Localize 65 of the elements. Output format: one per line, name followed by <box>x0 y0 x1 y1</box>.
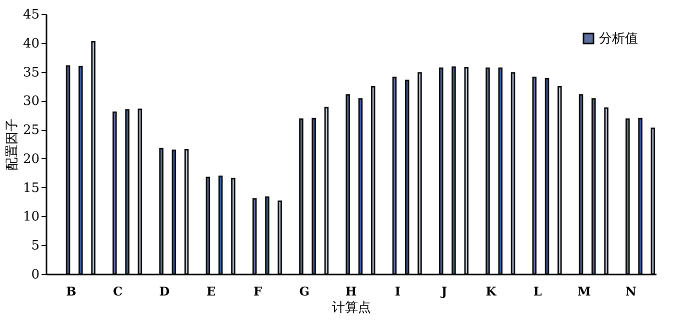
bar <box>218 176 223 275</box>
bar <box>206 176 210 275</box>
x-tick-label: C <box>113 284 123 298</box>
bar <box>464 66 469 275</box>
bar <box>138 108 142 275</box>
bar <box>510 72 516 275</box>
x-tick-label: H <box>345 284 357 298</box>
x-tick-label: I <box>394 284 401 298</box>
x-tick-label: F <box>253 284 262 298</box>
y-tick-label: 10 <box>22 210 40 225</box>
x-tick-label: J <box>440 284 448 298</box>
bar <box>265 196 270 275</box>
bar <box>558 86 562 275</box>
bar <box>112 111 117 275</box>
bar <box>299 118 304 275</box>
bar <box>404 80 410 275</box>
bar <box>358 98 363 275</box>
bar <box>78 66 83 275</box>
y-tick-label: 0 <box>31 268 40 282</box>
bar <box>438 68 444 275</box>
x-tick-label: N <box>625 284 636 298</box>
bar <box>66 65 70 275</box>
bar <box>604 107 608 275</box>
bar <box>278 200 282 275</box>
bar <box>650 128 656 275</box>
y-tick-label: 20 <box>22 152 40 167</box>
bar <box>486 68 490 275</box>
bar <box>91 40 96 275</box>
y-tick-label: 5 <box>31 238 40 254</box>
bar <box>626 118 630 275</box>
bar <box>418 72 422 275</box>
bar <box>592 98 596 275</box>
bar <box>172 150 176 275</box>
bar <box>392 76 397 275</box>
bar <box>312 118 316 275</box>
bar <box>638 118 642 275</box>
bar <box>159 148 164 275</box>
y-tick-label: 35 <box>22 65 40 80</box>
bar <box>370 86 376 275</box>
bar <box>346 94 350 275</box>
x-tick-label: G <box>299 284 310 298</box>
bar <box>231 178 236 275</box>
x-tick-label: D <box>159 284 170 298</box>
x-tick-label: E <box>206 284 216 298</box>
bar <box>252 198 257 275</box>
x-tick-label: B <box>66 284 76 298</box>
y-axis-title: 配置因子 <box>4 118 20 170</box>
x-tick-label: L <box>533 284 542 298</box>
x-tick-label: K <box>486 284 497 298</box>
y-tick-label: 30 <box>22 94 40 110</box>
x-axis-title: 计算点 <box>332 300 371 316</box>
bar <box>544 78 550 275</box>
bar <box>532 76 537 275</box>
bar <box>578 94 584 275</box>
y-tick-label: 25 <box>22 123 40 138</box>
bar <box>125 109 130 275</box>
bar <box>452 66 456 275</box>
bar <box>324 106 329 275</box>
y-tick-label: 40 <box>22 36 40 52</box>
legend-label: 分析值 <box>599 32 638 46</box>
bar <box>498 68 503 275</box>
y-tick-label: 45 <box>22 8 40 22</box>
x-tick-label: M <box>578 284 591 298</box>
y-tick-label: 15 <box>22 180 40 196</box>
bar <box>184 149 189 275</box>
